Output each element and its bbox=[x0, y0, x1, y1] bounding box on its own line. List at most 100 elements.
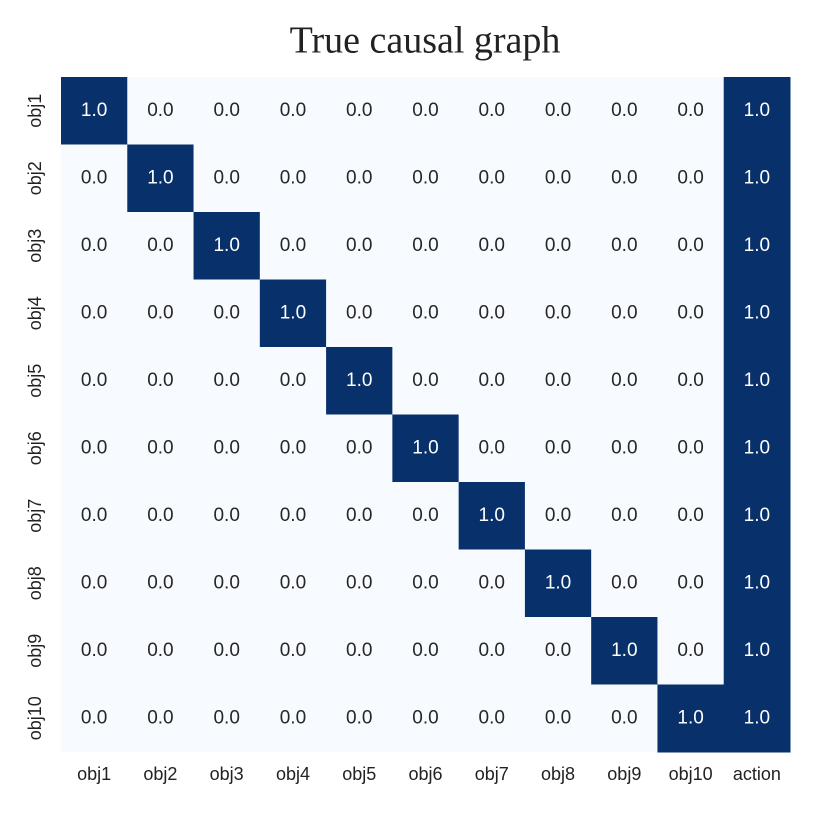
cell-label: 0.0 bbox=[346, 167, 372, 188]
heatmap-cell bbox=[591, 414, 658, 483]
heatmap-cell bbox=[326, 684, 393, 753]
heatmap-cell bbox=[723, 617, 791, 685]
heatmap-cell bbox=[61, 684, 128, 753]
heatmap-cell bbox=[723, 279, 791, 348]
heatmap-cell bbox=[259, 414, 327, 483]
heatmap-cell bbox=[458, 77, 526, 145]
cell-label: 0.0 bbox=[147, 302, 173, 323]
cell-label: 0.0 bbox=[412, 235, 438, 256]
heatmap-cell bbox=[326, 617, 393, 685]
heatmap-cell bbox=[392, 549, 460, 618]
heatmap-cell bbox=[591, 144, 658, 213]
cell-label: 0.0 bbox=[280, 572, 306, 593]
heatmap-cell bbox=[458, 347, 526, 415]
heatmap-cell bbox=[61, 347, 128, 415]
cell-label: 1.0 bbox=[611, 640, 637, 661]
cell-label: 0.0 bbox=[479, 640, 505, 661]
heatmap-cell bbox=[326, 414, 393, 483]
cell-label: 0.0 bbox=[346, 235, 372, 256]
heatmap-cell bbox=[259, 684, 327, 753]
heatmap-cell bbox=[392, 414, 460, 483]
heatmap-cell bbox=[127, 212, 195, 280]
cell-label: 0.0 bbox=[677, 235, 703, 256]
heatmap-cell bbox=[193, 279, 261, 348]
heatmap-cell bbox=[259, 279, 327, 348]
cell-label: 0.0 bbox=[213, 505, 239, 526]
cell-label: 0.0 bbox=[213, 370, 239, 391]
cell-label: 0.0 bbox=[479, 437, 505, 458]
cell-label: 0.0 bbox=[346, 640, 372, 661]
heatmap-cell bbox=[326, 212, 393, 280]
cell-label: 1.0 bbox=[744, 572, 770, 593]
heatmap-cell bbox=[723, 212, 791, 280]
cell-label: 0.0 bbox=[677, 100, 703, 121]
cell-label: 1.0 bbox=[744, 167, 770, 188]
cell-label: 1.0 bbox=[744, 640, 770, 661]
x-tick-label: obj7 bbox=[475, 764, 509, 784]
cell-label: 0.0 bbox=[479, 167, 505, 188]
heatmap-cell bbox=[591, 549, 658, 618]
heatmap-cell bbox=[591, 77, 658, 145]
heatmap-cell bbox=[61, 144, 128, 213]
cell-label: 0.0 bbox=[280, 505, 306, 526]
cell-label: 0.0 bbox=[545, 437, 571, 458]
heatmap-cell bbox=[193, 617, 261, 685]
y-tick-label: obj7 bbox=[25, 499, 45, 533]
cell-label: 0.0 bbox=[280, 707, 306, 728]
heatmap-cell bbox=[392, 144, 460, 213]
heatmap-cell bbox=[193, 684, 261, 753]
cell-label: 0.0 bbox=[280, 167, 306, 188]
heatmap-cell bbox=[259, 347, 327, 415]
heatmap-cell bbox=[193, 347, 261, 415]
cell-label: 1.0 bbox=[479, 505, 505, 526]
heatmap-cell bbox=[524, 414, 592, 483]
heatmap-cell bbox=[326, 144, 393, 213]
heatmap-cell bbox=[127, 347, 195, 415]
y-tick-label: obj2 bbox=[25, 161, 45, 195]
heatmap-cell bbox=[524, 684, 592, 753]
heatmap-cell bbox=[657, 482, 725, 550]
cell-label: 0.0 bbox=[412, 302, 438, 323]
cell-label: 0.0 bbox=[545, 100, 571, 121]
x-tick-label: action bbox=[733, 764, 781, 784]
cell-label: 0.0 bbox=[81, 167, 107, 188]
cell-label: 0.0 bbox=[412, 572, 438, 593]
y-tick-label: obj9 bbox=[25, 634, 45, 668]
heatmap-cell bbox=[259, 144, 327, 213]
cell-label: 0.0 bbox=[346, 572, 372, 593]
heatmap-cell bbox=[326, 482, 393, 550]
heatmap-cell bbox=[127, 414, 195, 483]
heatmap-cell bbox=[723, 414, 791, 483]
heatmap-cell bbox=[61, 212, 128, 280]
cell-label: 0.0 bbox=[81, 235, 107, 256]
cell-label: 1.0 bbox=[744, 100, 770, 121]
heatmap-cell bbox=[127, 144, 195, 213]
cell-label: 0.0 bbox=[545, 505, 571, 526]
heatmap-cell bbox=[193, 144, 261, 213]
cell-label: 1.0 bbox=[213, 235, 239, 256]
cell-label: 0.0 bbox=[346, 437, 372, 458]
heatmap-cell bbox=[591, 684, 658, 753]
heatmap-cell bbox=[591, 212, 658, 280]
x-tick-label: obj10 bbox=[669, 764, 713, 784]
heatmap-cell bbox=[657, 347, 725, 415]
heatmap-cell bbox=[127, 482, 195, 550]
cell-label: 0.0 bbox=[677, 302, 703, 323]
cell-label: 0.0 bbox=[479, 707, 505, 728]
heatmap-cell bbox=[723, 549, 791, 618]
heatmap-cell bbox=[392, 347, 460, 415]
heatmap-cell bbox=[326, 77, 393, 145]
heatmap-cell bbox=[392, 617, 460, 685]
heatmap-cell bbox=[723, 144, 791, 213]
cell-label: 0.0 bbox=[213, 437, 239, 458]
heatmap-cell bbox=[392, 684, 460, 753]
cell-label: 0.0 bbox=[280, 100, 306, 121]
cell-label: 0.0 bbox=[611, 167, 637, 188]
cell-label: 1.0 bbox=[346, 370, 372, 391]
cell-label: 1.0 bbox=[744, 505, 770, 526]
heatmap-cell bbox=[193, 549, 261, 618]
heatmap-cell bbox=[259, 482, 327, 550]
cell-label: 0.0 bbox=[81, 302, 107, 323]
heatmap-cell bbox=[458, 617, 526, 685]
